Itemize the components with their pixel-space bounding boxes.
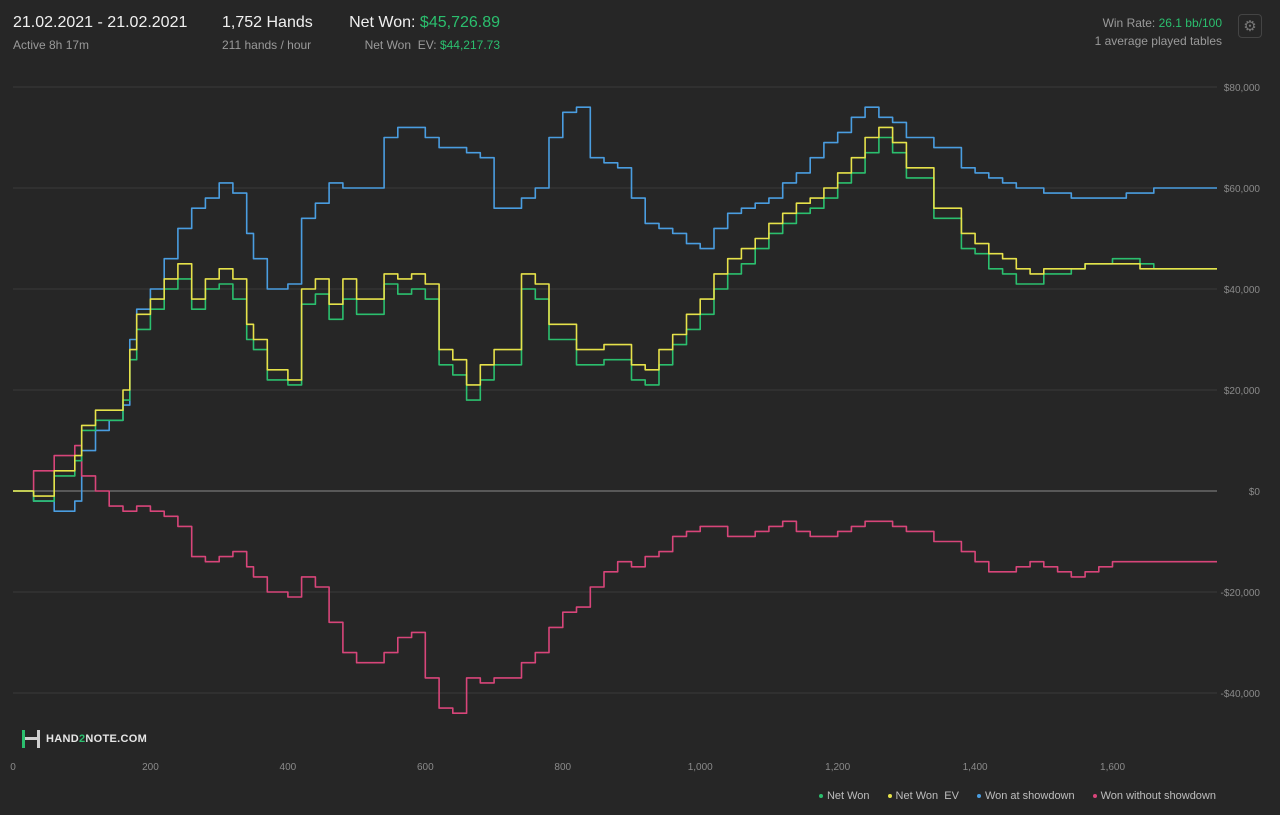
win-rate-label: Win Rate:	[1102, 16, 1156, 30]
tables-count: 1 average played tables	[1094, 34, 1222, 48]
x-tick-label: 1,600	[1100, 762, 1125, 773]
date-block: 21.02.2021 - 21.02.2021 Active 8h 17m	[13, 14, 187, 52]
net-won-value: $45,726.89	[419, 14, 500, 31]
x-tick-label: 600	[417, 762, 434, 773]
hands-count: 1,752 Hands	[222, 14, 313, 31]
series-line-won-at-showdown	[13, 106, 1217, 512]
win-rate-value: 26.1 bb/100	[1158, 16, 1222, 30]
hands-block: 1,752 Hands 211 hands / hour	[222, 14, 313, 52]
legend-dot-icon	[887, 794, 892, 798]
legend-item[interactable]: Won without showdown	[1092, 790, 1216, 802]
legend-dot-icon	[818, 794, 823, 798]
logo-text-c: NOTE.COM	[85, 733, 148, 745]
logo-text-a: HAND	[46, 733, 79, 745]
net-won-ev-label: Net Won EV:	[364, 38, 437, 52]
date-range: 21.02.2021 - 21.02.2021	[13, 14, 188, 31]
legend-item[interactable]: Net Won	[818, 790, 870, 802]
y-tick-label: $60,000	[1224, 184, 1261, 195]
series-line-net-won	[13, 136, 1217, 502]
x-tick-label: 0	[10, 762, 16, 773]
y-tick-label: $40,000	[1224, 285, 1261, 296]
net-won-ev-value: $44,217.73	[439, 38, 500, 52]
chart-legend: Net Won Net Won EV Won at showdown Won with…	[818, 790, 1216, 802]
y-tick-label: -$20,000	[1221, 588, 1261, 599]
stats-header: 21.02.2021 - 21.02.2021 Active 8h 17m 1,…	[0, 0, 1280, 70]
logo-mark-icon	[22, 730, 40, 748]
hands-per-hour: 211 hands / hour	[222, 38, 312, 52]
series-line-won-without-showdown	[13, 444, 1217, 714]
active-time: Active 8h 17m	[13, 38, 90, 52]
y-tick-label: $20,000	[1224, 386, 1261, 397]
x-tick-label: 1,200	[825, 762, 850, 773]
y-tick-label: -$40,000	[1221, 689, 1261, 700]
x-tick-label: 1,000	[688, 762, 713, 773]
x-tick-label: 400	[280, 762, 297, 773]
net-won-block: Net Won: $45,726.89 Net Won EV: $44,217.…	[340, 14, 500, 52]
x-tick-label: 200	[142, 762, 159, 773]
y-tick-label: $80,000	[1224, 83, 1261, 94]
legend-label: Won without showdown	[1100, 790, 1216, 802]
net-won-label: Net Won:	[349, 14, 416, 31]
x-tick-label: 1,400	[963, 762, 988, 773]
legend-dot-icon	[976, 794, 981, 798]
hand2note-logo: HAND2NOTE.COM	[22, 730, 147, 748]
legend-item[interactable]: Net Won EV	[887, 790, 959, 802]
chart-area: $80,000 $60,000 $40,000 $20,000 $0 -$20,000 -$…	[10, 83, 1261, 773]
series-line-net-won-ev	[13, 126, 1217, 497]
legend-label: Net Won EV	[895, 790, 959, 802]
legend-label: Net Won	[826, 790, 870, 802]
legend-item[interactable]: Won at showdown	[976, 790, 1075, 802]
legend-label: Won at showdown	[984, 790, 1075, 802]
legend-dot-icon	[1092, 794, 1097, 798]
y-tick-label: $0	[1249, 487, 1261, 498]
gear-icon[interactable]: ⚙	[1238, 14, 1262, 38]
win-rate-block: Win Rate: 26.1 bb/100 1 average played t…	[1040, 14, 1222, 48]
x-tick-label: 800	[554, 762, 571, 773]
logo-text-b: 2	[78, 733, 86, 745]
